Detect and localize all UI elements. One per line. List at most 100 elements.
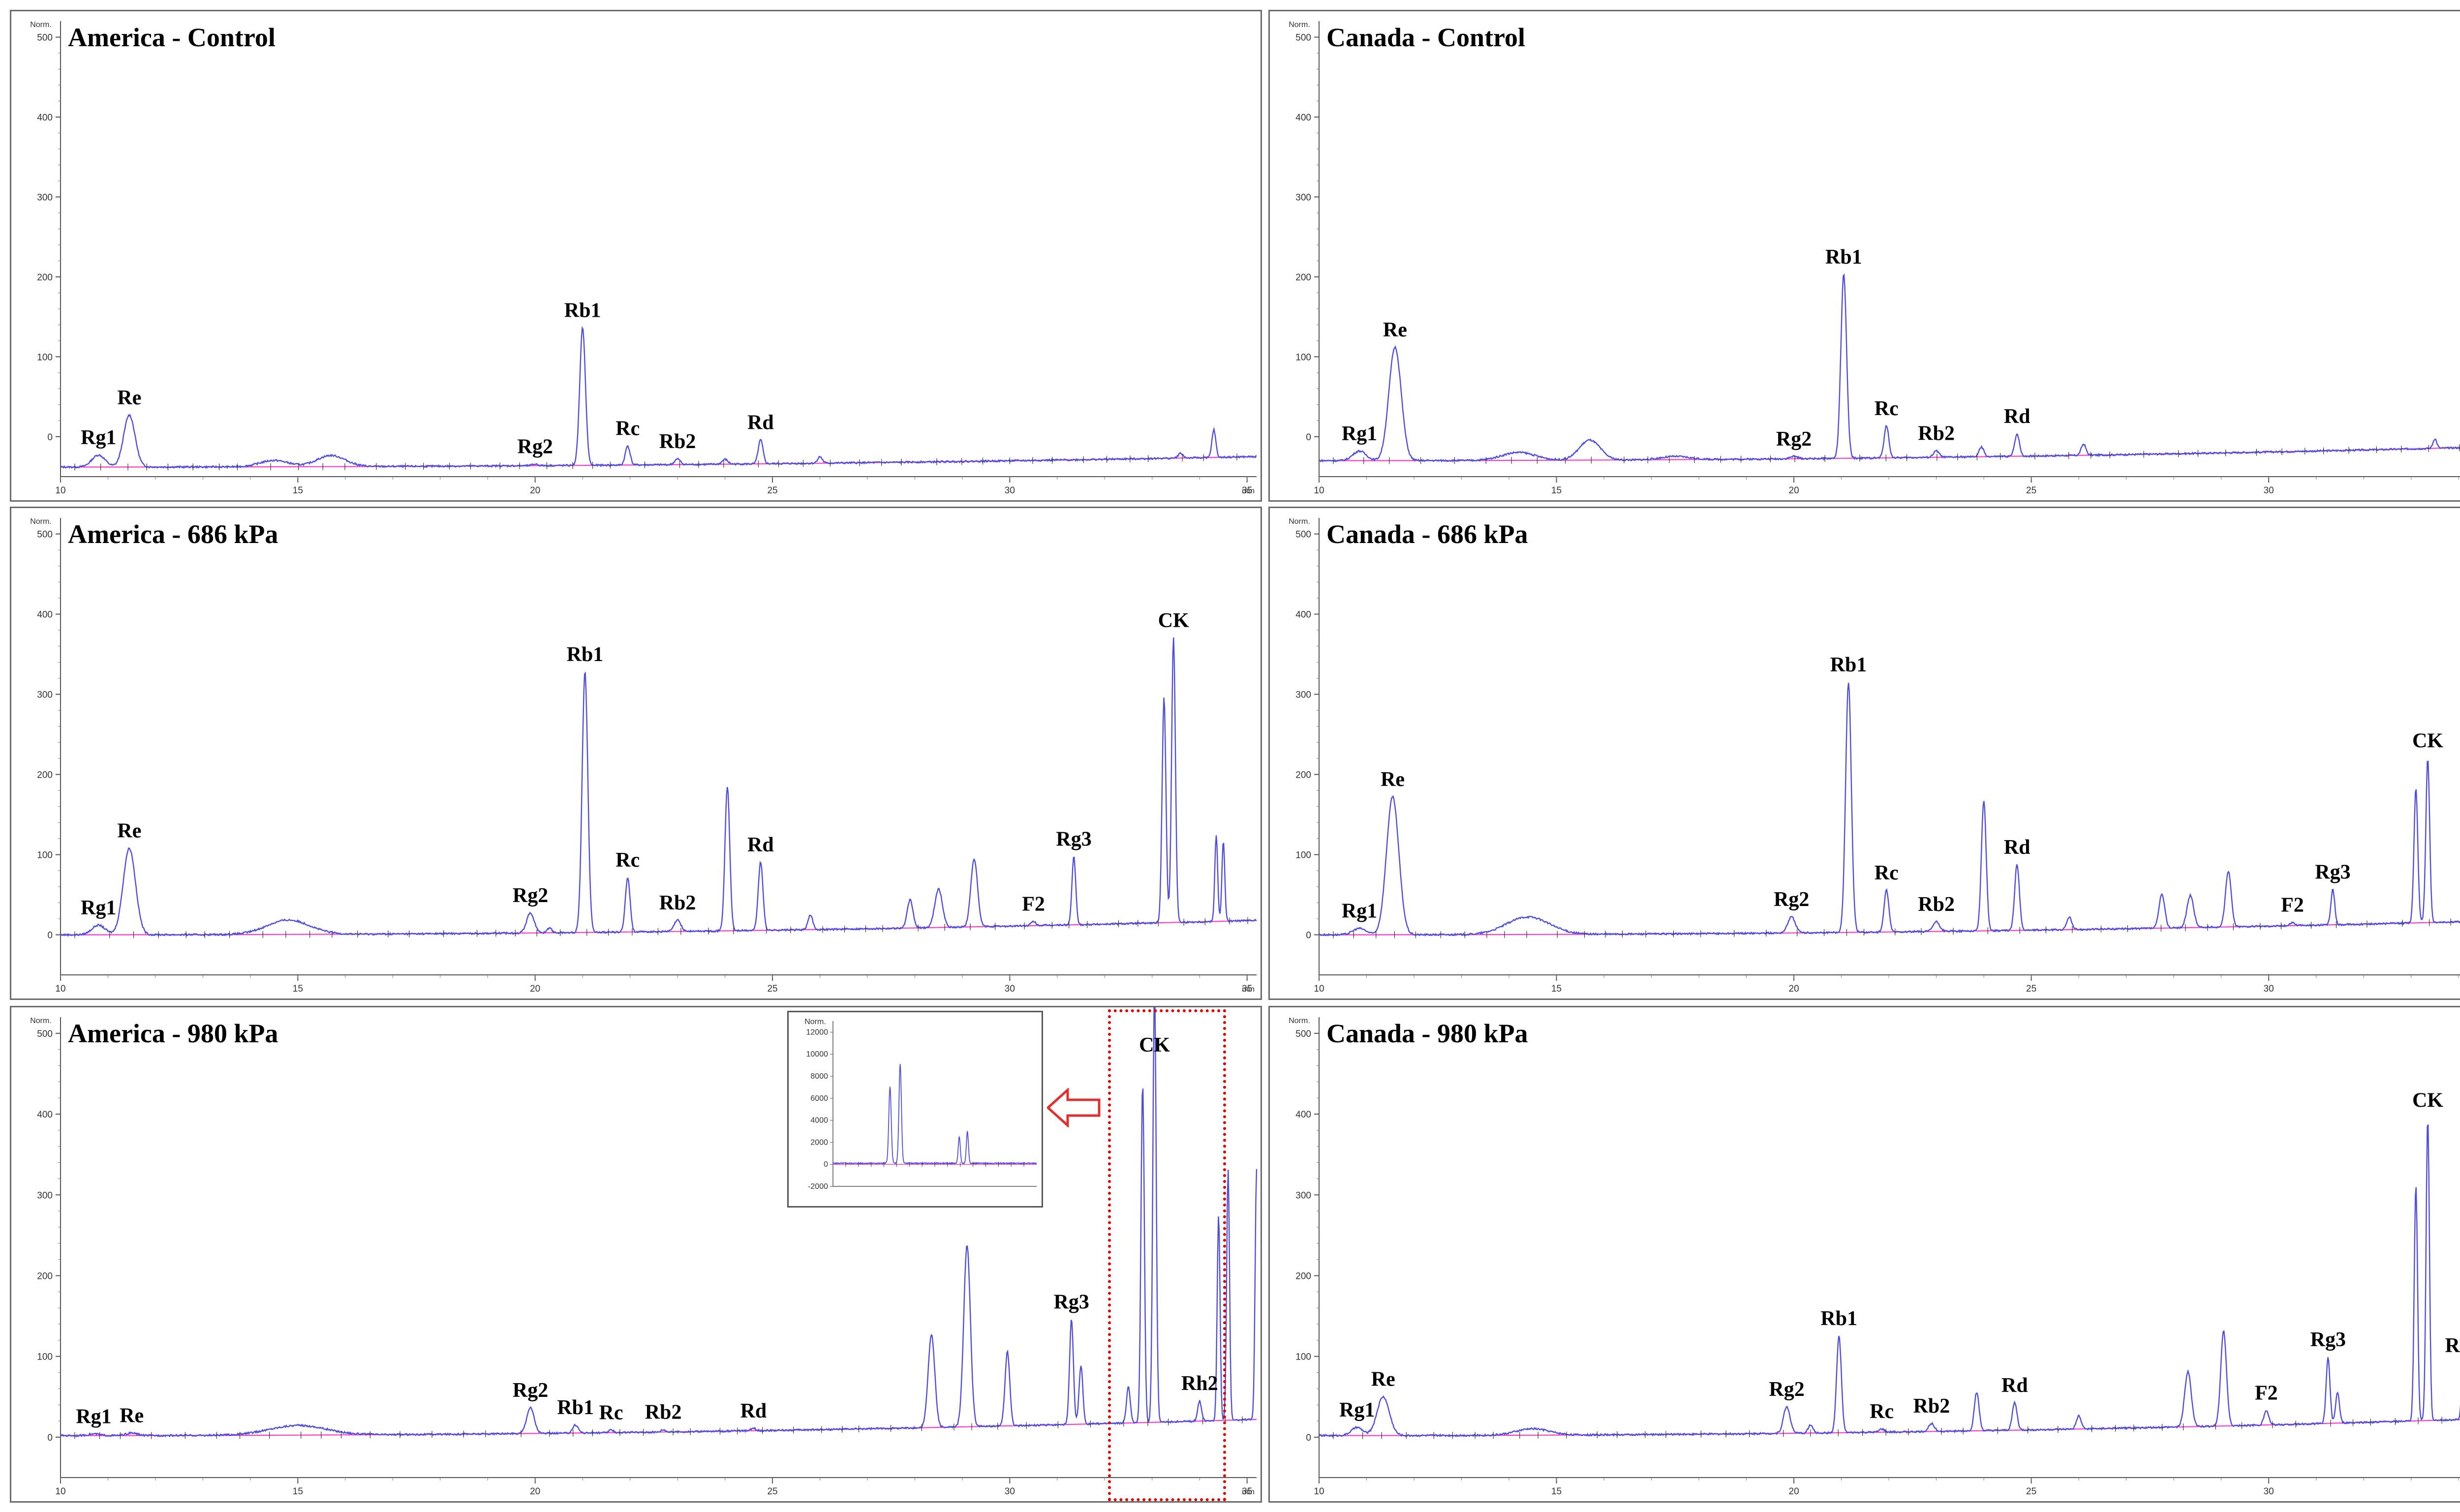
peak-label-rb1: Rb1 — [1830, 654, 1867, 676]
peak-label-rc: Rc — [615, 417, 640, 440]
y-axis-label: Norm. — [1289, 21, 1310, 29]
chromatogram-panel-canada-control: 0100200300400500Norm.101520253035minRg1R… — [1268, 10, 2460, 502]
x-axis-label: min — [1242, 985, 1255, 994]
chromatogram-plot: 0100200300400500Norm.101520253035minRg1R… — [1289, 517, 2460, 994]
y-tick-label: 100 — [1295, 352, 1311, 363]
peak-label-f2: F2 — [1022, 893, 1045, 916]
x-tick-label: 30 — [2264, 485, 2274, 496]
y-tick-label: 500 — [37, 1029, 53, 1039]
peak-label-rg2: Rg2 — [1774, 888, 1809, 911]
x-tick-label: 10 — [55, 485, 65, 496]
peak-label-rg1: Rg1 — [76, 1405, 111, 1428]
integration-baseline — [1319, 921, 2460, 936]
y-tick-label: 0 — [47, 432, 53, 443]
peak-label-rg2: Rg2 — [513, 1379, 548, 1402]
y-tick-label: 100 — [1295, 1352, 1311, 1362]
inset-y-tick-label: -2000 — [808, 1182, 828, 1191]
y-tick-label: 100 — [37, 850, 53, 861]
panel-title: America - Control — [68, 23, 276, 52]
x-tick-label: 30 — [1005, 485, 1015, 496]
x-tick-label: 35 — [1242, 1486, 1252, 1497]
y-tick-label: 200 — [1295, 272, 1311, 283]
chromatogram-panel-america-control: 0 100 200 300 400 500 Norm. 10 15 20 25 30 35 min Rg1 R… — [10, 10, 1262, 502]
peak-label-rg1: Rg1 — [81, 426, 116, 449]
peak-label-rb2: Rb2 — [645, 1401, 682, 1423]
peak-label-rd: Rd — [2001, 1374, 2028, 1397]
peak-label-rg2: Rg2 — [513, 884, 548, 907]
y-tick-label: 500 — [1295, 32, 1311, 43]
y-tick-label: 300 — [37, 1190, 53, 1201]
y-axis-label: Norm. — [1289, 517, 1310, 526]
chromatogram-trace — [1318, 1124, 2460, 1438]
peak-label-ck: CK — [2412, 730, 2443, 753]
peak-label-rb1: Rb1 — [1825, 246, 1862, 269]
peak-label-rh2: Rh2 — [2445, 1334, 2460, 1357]
x-tick-label: 25 — [2026, 485, 2036, 496]
inset-y-tick-label: 10000 — [806, 1050, 829, 1058]
y-tick-label: 400 — [37, 1110, 53, 1120]
inset-y-axis-label: Norm. — [804, 1018, 826, 1026]
x-tick-label: 10 — [1314, 984, 1324, 994]
peak-label-rc: Rc — [615, 849, 640, 872]
peak-label-re: Re — [1383, 319, 1407, 341]
peak-label-rg1: Rg1 — [81, 897, 116, 919]
peak-label-rb1: Rb1 — [564, 300, 601, 322]
peak-label-rb2: Rb2 — [1918, 423, 1955, 445]
peak-label-rb2: Rb2 — [1918, 893, 1955, 916]
y-tick-label: 400 — [1295, 1110, 1311, 1120]
chromatogram-plot: 0100200300400500Norm.101520253035minRg1R… — [1289, 1017, 2460, 1497]
y-tick-label: 300 — [1295, 690, 1311, 700]
x-tick-label: 20 — [530, 1486, 540, 1497]
peak-label-rd: Rd — [747, 411, 774, 434]
peak-label-rd: Rd — [740, 1400, 767, 1422]
y-axis-label: Norm. — [30, 517, 52, 526]
panel-title: Canada - 686 kPa — [1326, 519, 1528, 549]
x-tick-label: 15 — [1551, 984, 1562, 994]
y-tick-label: 400 — [37, 113, 53, 123]
chromatogram-trace — [60, 637, 1257, 937]
peak-label-rg3: Rg3 — [2310, 1329, 2346, 1351]
y-tick-label: 100 — [37, 352, 53, 363]
x-axis-label: min — [1242, 487, 1255, 495]
chromatogram-panel-canada-980kpa: 0100200300400500Norm.101520253035minRg1R… — [1268, 1006, 2460, 1503]
inset-plot: -2000 0 2000 4000 6000 8000 10000 12000 Norm. — [804, 1018, 1037, 1191]
peak-label-rd: Rd — [2004, 836, 2030, 859]
peak-label-re: Re — [120, 1405, 144, 1427]
inset-y-tick-label: 8000 — [810, 1072, 828, 1081]
x-tick-label: 10 — [55, 1486, 65, 1497]
inset-y-tick-label: 4000 — [810, 1117, 828, 1125]
y-tick-label: 200 — [37, 1271, 53, 1281]
y-tick-label: 300 — [1295, 1190, 1311, 1201]
chromatogram-panel-canada-686kpa: 0100200300400500Norm.101520253035minRg1R… — [1268, 507, 2460, 1000]
y-tick-label: 200 — [37, 272, 53, 283]
x-tick-label: 30 — [1005, 1486, 1015, 1497]
y-tick-label: 400 — [1295, 610, 1311, 620]
y-tick-label: 400 — [1295, 113, 1311, 123]
inset-trace — [832, 1064, 1037, 1165]
peak-label-ck: CK — [1139, 1034, 1170, 1057]
x-tick-label: 25 — [2026, 984, 2036, 994]
x-tick-label: 35 — [1242, 485, 1252, 496]
x-tick-label: 10 — [1314, 485, 1324, 496]
peak-label-rd: Rd — [2004, 405, 2030, 428]
y-axis-label: Norm. — [1289, 1017, 1310, 1025]
x-tick-label: 20 — [1789, 485, 1799, 496]
peak-label-rg2: Rg2 — [1776, 428, 1812, 451]
peak-label-rb2: Rb2 — [659, 892, 696, 914]
x-tick-label: 25 — [2026, 1486, 2036, 1497]
y-tick-label: 200 — [1295, 1271, 1311, 1281]
panel-title: Canada - 980 kPa — [1326, 1019, 1528, 1048]
peak-label-rc: Rc — [1875, 397, 1899, 420]
chromatogram-trace — [1319, 683, 2460, 937]
peak-label-f2: F2 — [2255, 1382, 2278, 1404]
y-tick-label: 100 — [37, 1352, 53, 1362]
integration-baseline — [61, 920, 1257, 936]
x-tick-label: 15 — [293, 485, 303, 496]
peak-label-ck: CK — [1158, 609, 1189, 632]
panel-title: America - 686 kPa — [68, 519, 278, 549]
x-tick-label: 15 — [1551, 485, 1562, 496]
peak-label-rg3: Rg3 — [1054, 1291, 1089, 1313]
chromatogram-trace — [60, 1007, 1258, 1438]
peak-label-rh2: Rh2 — [1181, 1372, 1218, 1395]
